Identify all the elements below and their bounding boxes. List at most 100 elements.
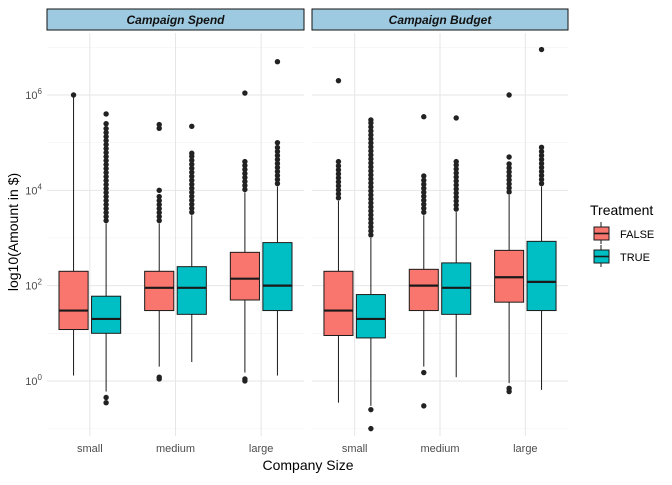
outlier-group [103, 111, 109, 406]
box-iqr [144, 270, 175, 312]
box-iqr [91, 295, 122, 334]
outlier-point [242, 178, 248, 185]
outlier-point [453, 178, 459, 184]
outlier-point [274, 152, 281, 159]
outlier-point [103, 169, 109, 176]
outlier-point [421, 201, 427, 207]
outlier-group [274, 58, 281, 187]
legend-title: Treatment [590, 202, 653, 218]
outlier-point [156, 201, 162, 208]
outlier-point [103, 177, 109, 184]
outlier-point [189, 185, 195, 191]
outlier-point [189, 157, 195, 163]
outlier-point [274, 139, 281, 146]
outlier-group [538, 46, 545, 187]
outlier-point [156, 209, 162, 216]
outlier-point [242, 166, 248, 173]
boxplot-medium-true [176, 123, 207, 362]
legend: Treatment FALSE TRUE [590, 202, 654, 267]
outlier-point [189, 197, 195, 203]
outlier-point [103, 399, 109, 406]
outlier-point [453, 198, 459, 204]
panel-strips: Campaign Spend Campaign Budget [46, 8, 569, 31]
outlier-point [506, 177, 512, 183]
outlier-point [103, 394, 109, 401]
outlier-group [506, 92, 512, 395]
outlier-point [156, 205, 162, 212]
boxplot-small-true [355, 117, 386, 432]
outlier-point [421, 369, 427, 376]
boxplot-large-true [526, 46, 557, 390]
outlier-point [453, 202, 459, 208]
outlier-point [189, 181, 195, 187]
legend-item-false: FALSE [593, 222, 654, 244]
outlier-point [242, 90, 248, 96]
outlier-point [274, 176, 281, 183]
outlier-point [274, 148, 281, 155]
outlier-point [421, 197, 427, 203]
outlier-point [274, 58, 281, 65]
outlier-point [453, 206, 459, 212]
outlier-point [506, 185, 512, 191]
outlier-point [368, 132, 374, 138]
outlier-point [103, 141, 109, 148]
outlier-point [368, 208, 374, 214]
outlier-point [368, 152, 374, 158]
outlier-point [538, 172, 545, 179]
outlier-point [453, 115, 459, 121]
outlier-point [421, 177, 427, 183]
boxplot-large-false [229, 90, 260, 384]
outlier-point [103, 120, 109, 127]
outlier-point [368, 148, 374, 154]
outlier-point [368, 184, 374, 190]
outlier-point [156, 217, 162, 224]
outlier-point [538, 180, 545, 187]
boxplot-medium-false [144, 121, 175, 382]
outlier-group [242, 90, 248, 384]
outlier-point [368, 200, 374, 206]
outlier-point [368, 192, 374, 198]
outlier-point [103, 185, 109, 192]
outlier-point [368, 164, 374, 170]
outlier-point [103, 213, 109, 220]
outlier-point [421, 209, 427, 215]
y-tick-label: 100 [25, 373, 42, 388]
outlier-point [538, 148, 545, 155]
outlier-point [335, 175, 342, 181]
outlier-point [421, 189, 427, 195]
outlier-point [335, 187, 342, 193]
outlier-point [506, 165, 512, 171]
outlier-point [506, 92, 512, 98]
outlier-point [421, 185, 427, 191]
outlier-point [156, 125, 162, 132]
outlier-point [421, 173, 427, 179]
outlier-point [189, 165, 195, 171]
outlier-point [368, 168, 374, 174]
outlier-point [453, 182, 459, 188]
outlier-point [506, 181, 512, 187]
outlier-point [368, 220, 374, 226]
outlier-point [242, 170, 248, 177]
outlier-point [368, 196, 374, 202]
outlier-point [274, 144, 281, 151]
outlier-point [368, 216, 374, 222]
box-iqr [58, 270, 89, 331]
box-iqr [262, 242, 293, 312]
outlier-point [453, 194, 459, 200]
outlier-point [103, 137, 109, 144]
outlier-point [274, 172, 281, 179]
outlier-point [274, 168, 281, 175]
outlier-point [506, 161, 512, 167]
outlier-point [274, 160, 281, 167]
outlier-point [368, 144, 374, 150]
outlier-point [335, 167, 342, 173]
box-iqr [176, 266, 207, 315]
outlier-point [368, 425, 374, 432]
outlier-point [368, 128, 374, 134]
outlier-point [538, 168, 545, 175]
outlier-point [368, 156, 374, 162]
outlier-point [156, 193, 162, 200]
outlier-point [538, 46, 545, 53]
axes-layer: small medium large small medium large 100 102 10… [25, 87, 537, 455]
